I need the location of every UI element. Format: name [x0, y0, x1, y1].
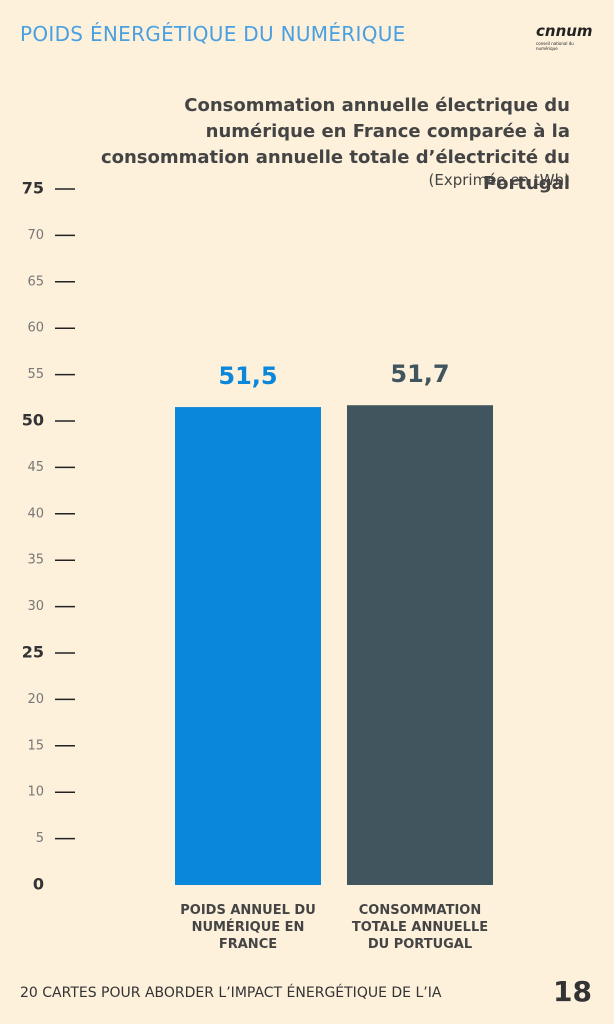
- y-tick-label: 15: [27, 738, 44, 753]
- header-title: POIDS ÉNERGÉTIQUE DU NUMÉRIQUE: [20, 22, 406, 46]
- y-tick-label: 10: [27, 785, 44, 800]
- y-tick-label: 50: [22, 411, 44, 430]
- value-label: 51,7: [390, 360, 449, 388]
- y-tick-label: 35: [27, 553, 44, 568]
- value-label: 51,5: [218, 362, 277, 390]
- y-tick-label: 25: [22, 643, 44, 662]
- y-tick-label: 70: [27, 228, 44, 243]
- y-tick-label: 30: [27, 599, 44, 614]
- y-tick-label: 60: [27, 321, 44, 336]
- y-tick-label: 0: [33, 875, 44, 894]
- page-number: 18: [553, 975, 592, 1008]
- y-tick-label: 5: [36, 831, 44, 846]
- x-tick-label: POIDS ANNUEL DU NUMÉRIQUE EN FRANCE: [180, 903, 316, 952]
- x-tick-label: CONSOMMATION TOTALE ANNUELLE DU PORTUGAL: [351, 903, 489, 952]
- y-tick-label: 65: [27, 274, 44, 289]
- footer-text: 20 CARTES POUR ABORDER L’IMPACT ÉNERGÉTI…: [20, 985, 442, 1001]
- y-tick-label: 45: [27, 460, 44, 475]
- logo: cnnum: [536, 22, 593, 40]
- logo-caption: conseil national du numérique: [536, 41, 574, 51]
- y-tick-label: 40: [27, 506, 44, 521]
- chart-title: Consommation annuelle électrique du numé…: [100, 95, 570, 194]
- bar: [347, 405, 493, 885]
- y-tick-label: 20: [27, 692, 44, 707]
- y-tick-label: 55: [27, 367, 44, 382]
- chart-subtitle: (Exprimée en tWh): [428, 171, 570, 189]
- bar: [175, 407, 321, 885]
- y-tick-label: 75: [22, 179, 44, 198]
